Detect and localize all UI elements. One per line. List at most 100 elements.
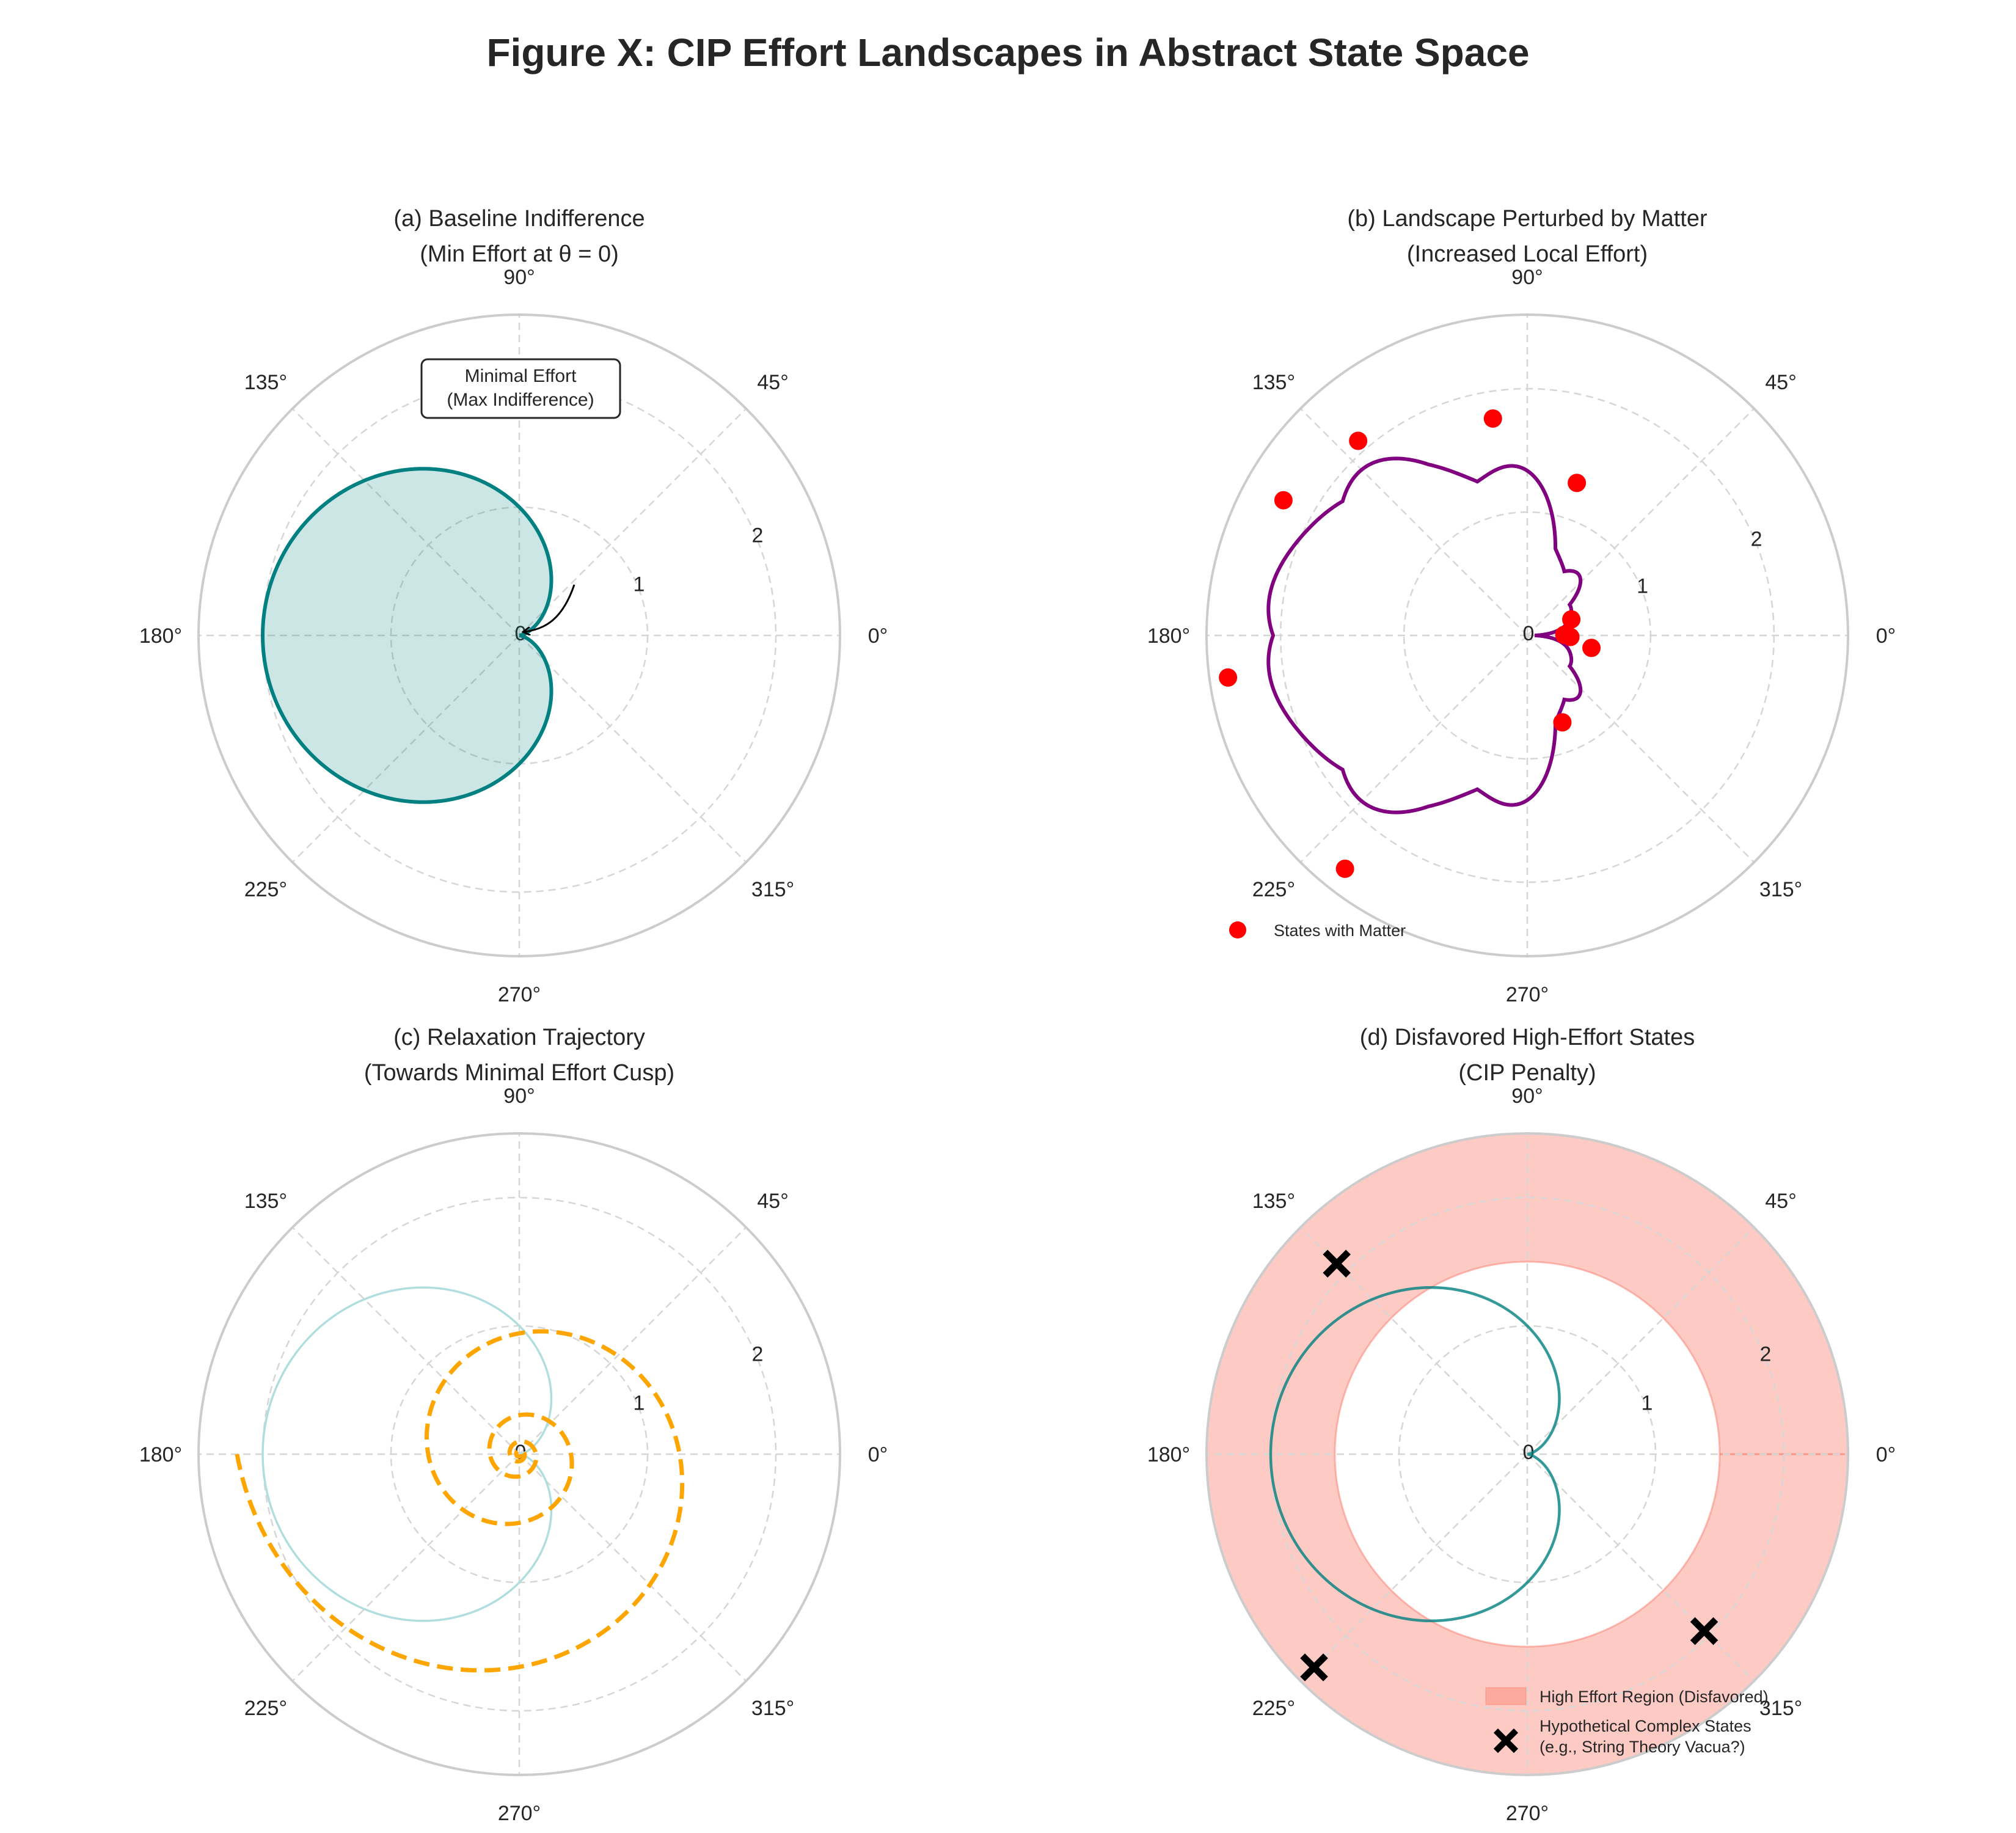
legend-swatch-band [1485,1687,1527,1705]
panel-d-theta-ticks: 0° 45° 90° 135° 180° 225° 270° 315° [1147,1085,1896,1825]
panel-d-title-line1: (d) Disfavored High-Effort States [1360,1025,1695,1050]
theta-tick-label: 315° [751,1697,794,1720]
circular-gridline [1403,511,1652,760]
theta-tick-label: 315° [751,878,794,901]
panel-d-r-ticks: 0 1 2 [1523,1342,1772,1464]
cardioid-line [1269,1286,1561,1623]
panel-c: (c) Relaxation Trajectory (Towards Minim… [139,1025,888,1825]
radial-gridline [1299,635,1528,863]
radial-gridline [519,1226,747,1455]
radial-gridline [1299,1454,1528,1682]
annotation-box [420,358,621,419]
theta-tick-label: 315° [1759,878,1802,901]
theta-tick-label: 180° [139,624,182,648]
panel-b-legend: States with Matter [1229,921,1406,940]
perturbed-landscape-line [1266,456,1583,814]
matter-state-point [1349,431,1368,450]
matter-state-point [1274,491,1293,510]
cardioid-fill [263,469,552,802]
annotation-text-line2: (Max Indifference) [447,390,594,410]
panel-d: (d) Disfavored High-Effort States (CIP P… [1147,1025,1896,1825]
panel-d-legend: High Effort Region (Disfavored) Hypothet… [1485,1687,1769,1756]
theta-tick-label: 180° [1147,1443,1190,1466]
matter-state-point [1582,638,1601,657]
theta-tick-label: 135° [244,1190,287,1213]
panel-a-plot [260,467,553,804]
panel-a-title-line1: (a) Baseline Indifference [393,206,645,232]
panel-b-title-line1: (b) Landscape Perturbed by Matter [1347,206,1707,232]
theta-tick-label: 225° [1252,878,1295,901]
polar-spine [197,1132,841,1776]
polar-spine [1205,313,1849,957]
radial-gridline [1527,1226,1755,1455]
theta-tick-label: 0° [1876,1443,1896,1466]
circular-gridline [261,378,777,893]
panel-d-plot [1269,1249,1718,1681]
legend-label-states-line1: Hypothetical Complex States [1539,1717,1751,1735]
radial-gridline [1527,408,1755,636]
legend-label-states-line2: (e.g., String Theory Vacua?) [1539,1738,1745,1756]
theta-tick-label: 135° [1252,371,1295,394]
panel-a-theta-ticks: 0° 45° 90° 135° 180° 225° 270° 315° [139,266,888,1006]
panel-c-plot [235,1286,685,1673]
panel-a-title-line2: (Min Effort at θ = 0) [420,241,619,267]
theta-tick-label: 225° [244,1697,287,1720]
panel-d-grid [1205,1132,1849,1776]
theta-tick-label: 45° [1765,1190,1796,1213]
theta-tick-label: 90° [1511,266,1543,289]
radial-gridline [519,408,747,636]
radial-gridline [291,1226,520,1455]
legend-label-band: High Effort Region (Disfavored) [1539,1688,1769,1706]
radial-gridline [291,408,520,636]
theta-tick-label: 0° [868,1443,888,1466]
polar-spine [1205,1132,1849,1776]
theta-tick-label: 90° [1511,1085,1543,1108]
radial-gridline [1527,635,1755,863]
panel-b-r-ticks: 0 1 2 [1523,528,1762,646]
radial-gridline [1299,1226,1528,1455]
theta-tick-label: 225° [1252,1697,1295,1720]
complex-state-marker [1690,1617,1718,1645]
matter-state-point [1568,474,1587,492]
theta-tick-label: 270° [1506,1802,1549,1825]
legend-marker-matter [1229,921,1246,938]
r-tick-label: 1 [634,573,645,596]
panel-a: (a) Baseline Indifference (Min Effort at… [139,206,888,1006]
panel-d-title-line2: (CIP Penalty) [1458,1060,1596,1086]
matter-state-point [1219,668,1238,687]
panel-c-title-line1: (c) Relaxation Trajectory [393,1025,645,1050]
r-tick-label: 1 [1637,575,1648,598]
matter-state-point [1335,859,1354,878]
theta-tick-label: 180° [139,1443,182,1466]
panel-c-title-line2: (Towards Minimal Effort Cusp) [364,1060,674,1086]
complex-state-marker [1323,1249,1351,1278]
theta-tick-label: 0° [868,624,888,648]
r-tick-label: 2 [752,524,764,547]
circular-gridline [1279,387,1775,884]
panel-b: (b) Landscape Perturbed by Matter (Incre… [1147,206,1896,1006]
panel-a-annotation: Minimal Effort (Max Indifference) [420,358,621,632]
matter-state-point [1561,627,1580,646]
radial-gridline [1299,408,1528,636]
radial-gridline [519,635,747,863]
panel-b-grid [1205,313,1849,957]
relaxation-trajectory-line [235,1329,685,1673]
cardioid-line [260,467,553,804]
theta-tick-label: 135° [1252,1190,1295,1213]
circular-gridline [1269,1196,1785,1712]
r-tick-label: 2 [752,1342,764,1366]
panel-b-title-line2: (Increased Local Effort) [1407,241,1648,267]
figure-title: Figure X: CIP Effort Landscapes in Abstr… [486,31,1529,75]
annotation-arrow [524,584,575,632]
theta-tick-label: 0° [1876,624,1896,648]
theta-tick-label: 135° [244,371,287,394]
theta-tick-label: 270° [498,983,541,1006]
r-tick-label: 0 [1523,1441,1535,1464]
complex-state-marker [1300,1653,1328,1681]
theta-tick-label: 45° [757,1190,788,1213]
r-tick-label: 0 [1523,622,1535,645]
panel-c-theta-ticks: 0° 45° 90° 135° 180° 225° 270° 315° [139,1085,888,1825]
theta-tick-label: 45° [1765,371,1796,394]
r-tick-label: 1 [634,1392,645,1415]
